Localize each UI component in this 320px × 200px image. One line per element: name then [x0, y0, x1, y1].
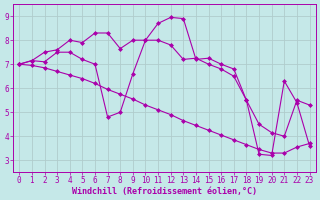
X-axis label: Windchill (Refroidissement éolien,°C): Windchill (Refroidissement éolien,°C) [72, 187, 257, 196]
